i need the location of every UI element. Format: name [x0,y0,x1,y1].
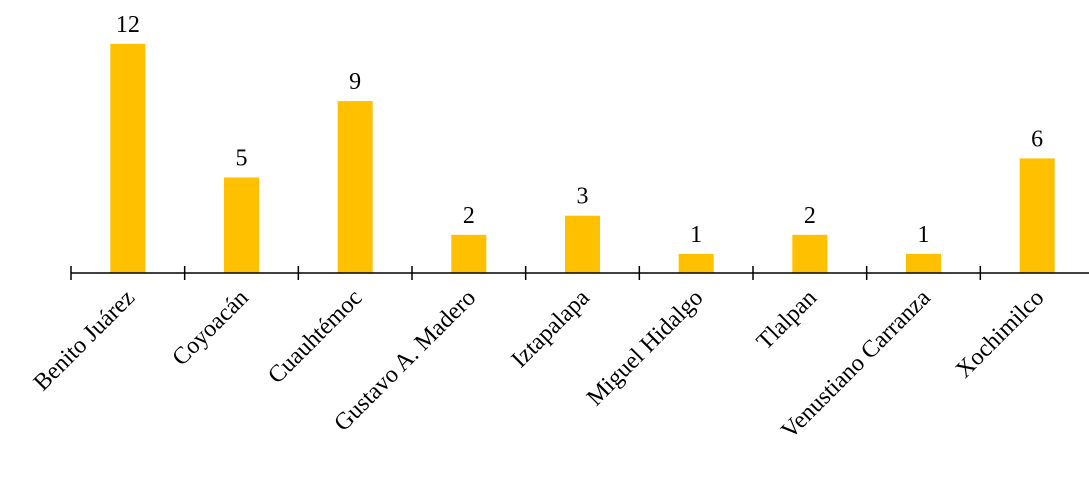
x-tick-label: Benito Juárez [29,285,140,396]
data-label: 12 [116,12,140,38]
bar [906,253,941,273]
bar [565,215,600,273]
bar [678,253,714,273]
bar [337,101,373,273]
data-label: 6 [1031,126,1043,152]
bars-group [110,43,1055,273]
x-tick-label: Xochimilco [951,285,1050,384]
x-tick-label: Iztapalapa [507,285,595,373]
x-tick-label: Tlalpan [752,285,822,355]
bar [1019,158,1055,273]
bar [110,43,146,273]
data-label: 1 [918,222,930,248]
data-label: 3 [577,184,589,210]
bar [224,177,259,273]
data-label: 1 [690,222,702,248]
x-axis [70,266,1089,280]
bar [451,234,487,273]
data-label: 2 [463,203,475,229]
bar [792,234,828,273]
x-tick-label: Cuauhtémoc [263,285,367,389]
x-tick-label: Coyoacán [167,285,253,371]
data-label: 5 [236,146,248,172]
x-tick-label: Miguel Hidalgo [582,285,708,411]
data-label: 2 [804,203,816,229]
data-label: 9 [349,69,361,95]
